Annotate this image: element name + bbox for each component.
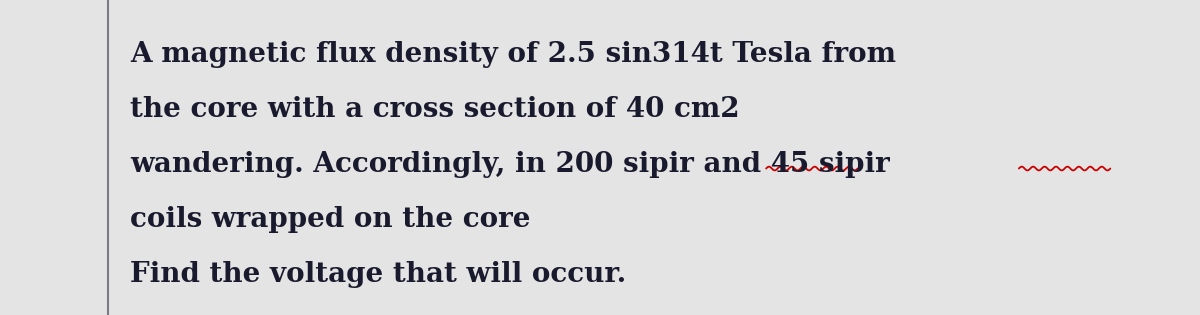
Text: Find the voltage that will occur.: Find the voltage that will occur. [130, 261, 626, 289]
Text: A magnetic flux density of 2.5 sin314t Tesla from: A magnetic flux density of 2.5 sin314t T… [130, 41, 896, 68]
Text: the core with a cross section of 40 cm2: the core with a cross section of 40 cm2 [130, 96, 739, 123]
Text: coils wrapped on the core: coils wrapped on the core [130, 206, 530, 233]
Text: wandering. Accordingly, in 200 sipir and 45 sipir: wandering. Accordingly, in 200 sipir and… [130, 151, 889, 178]
